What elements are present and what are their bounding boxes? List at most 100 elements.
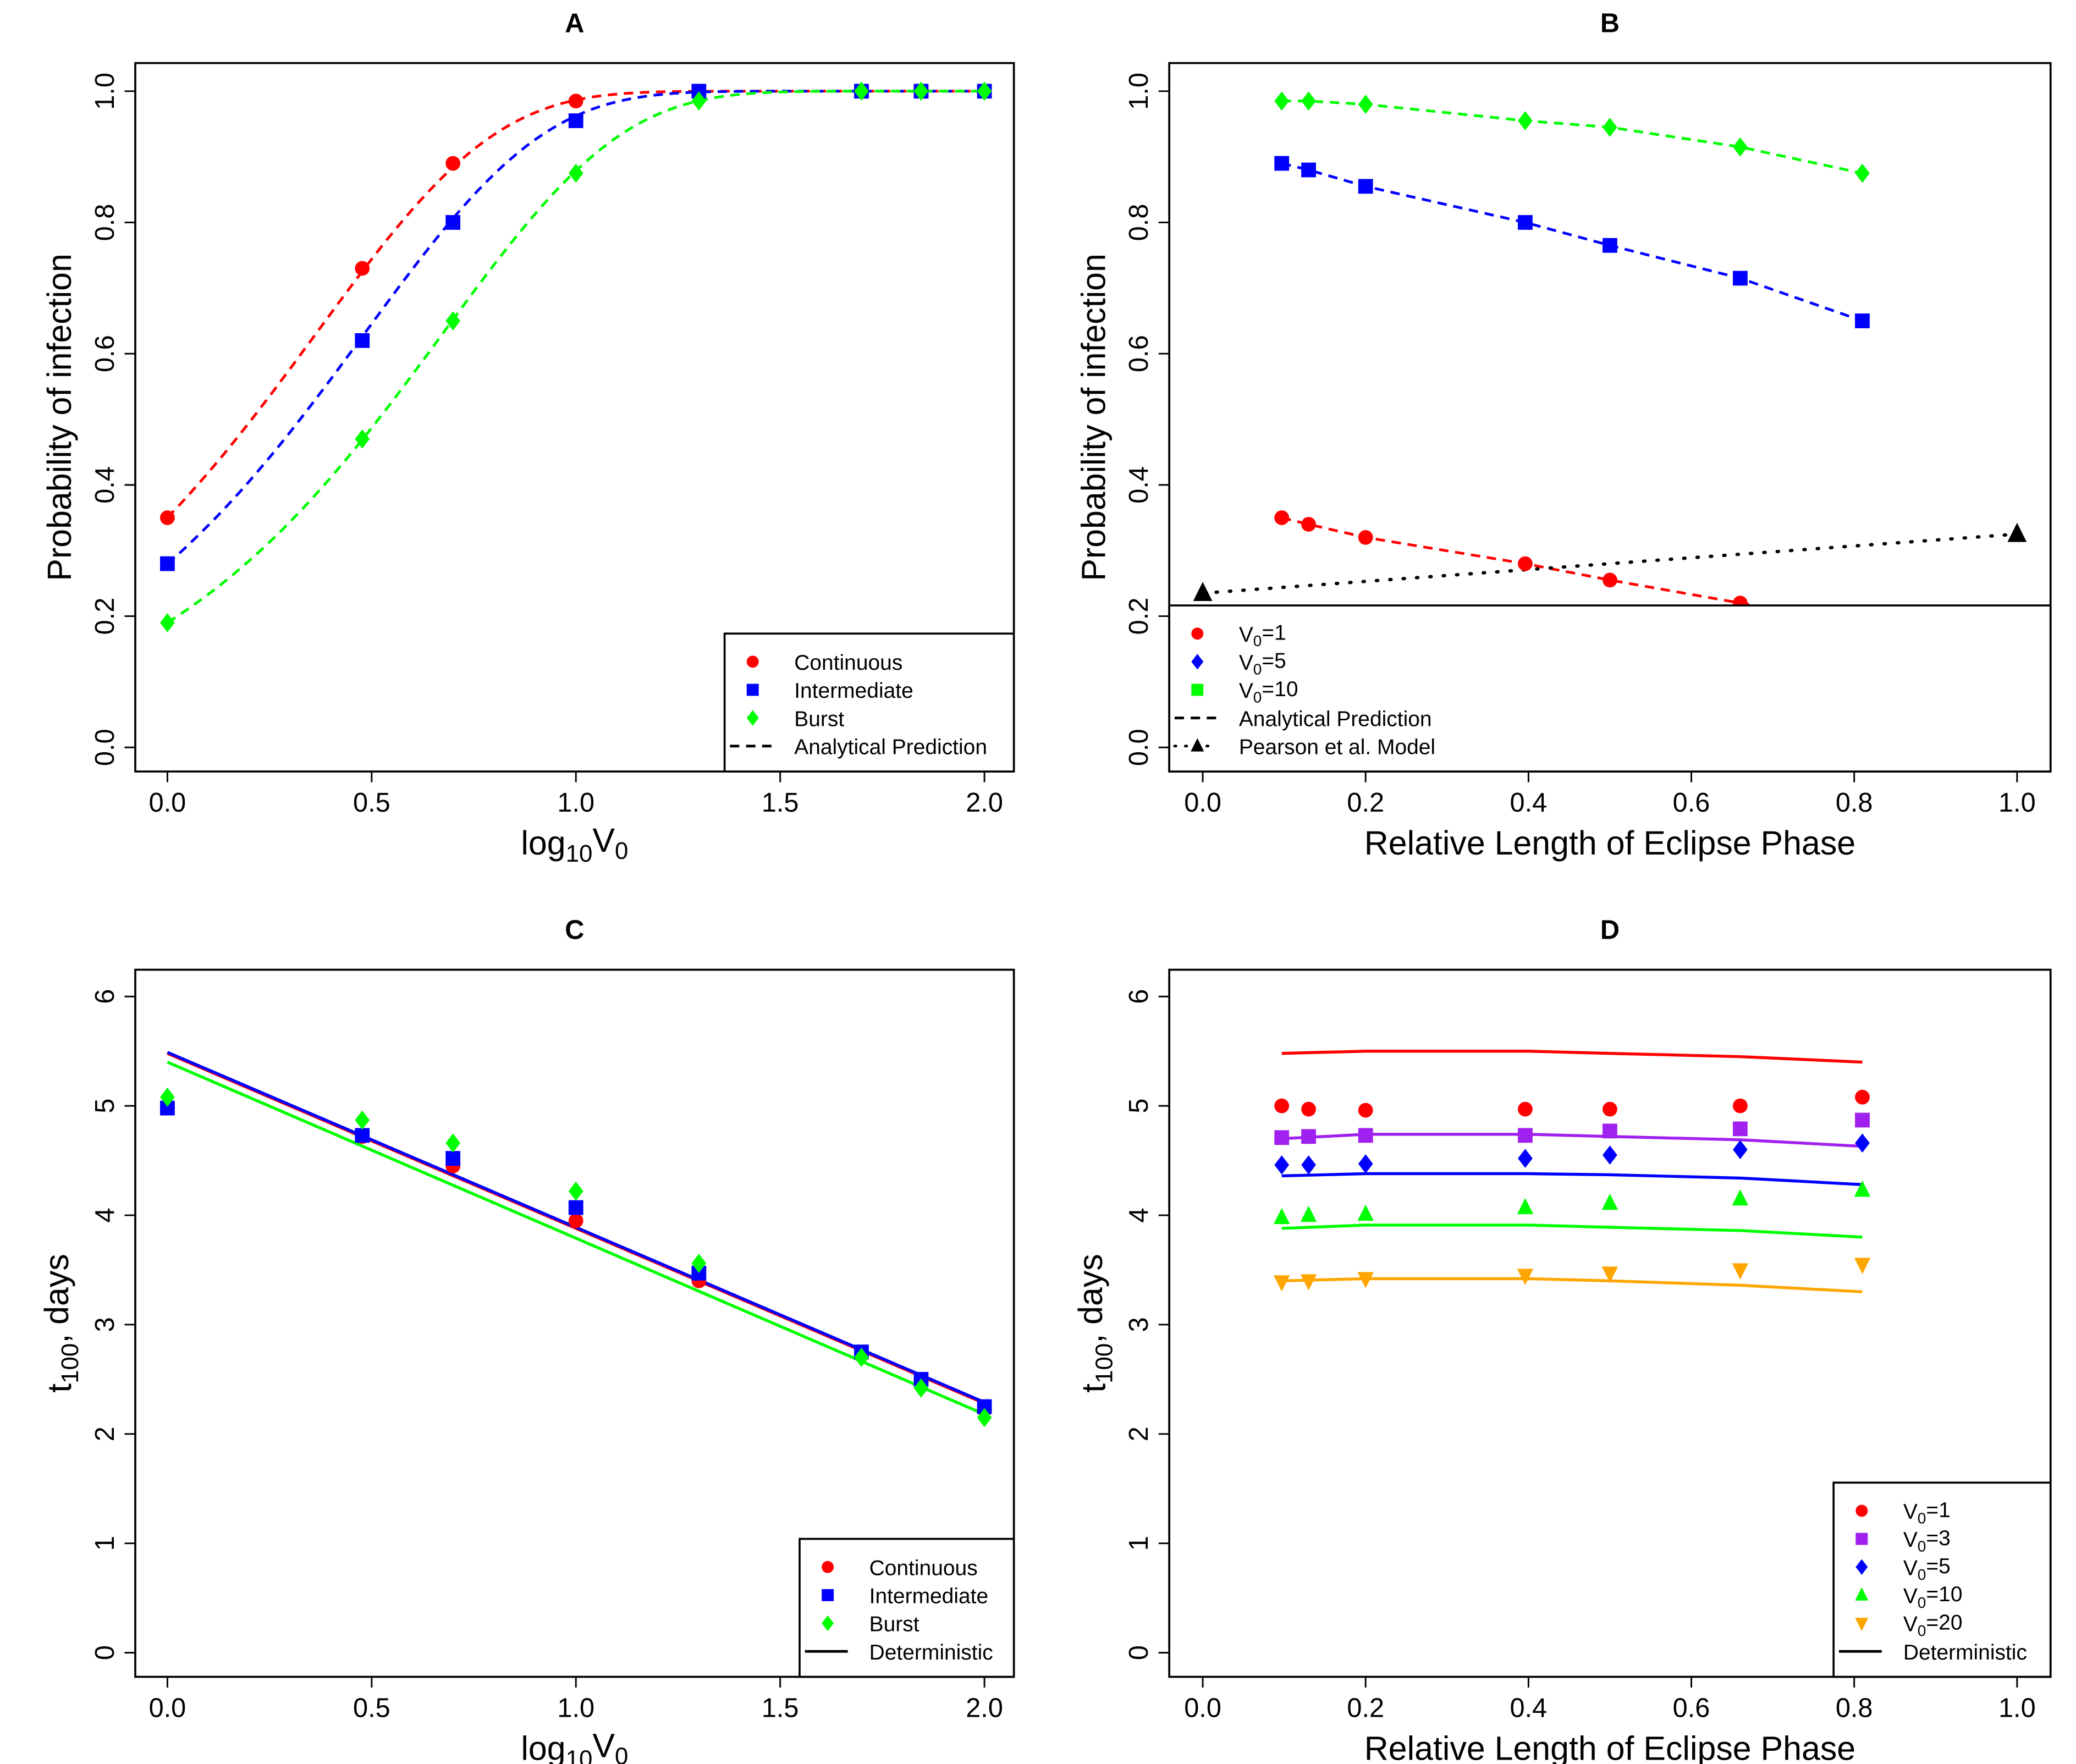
label-subscript: 10: [566, 1746, 593, 1764]
label-rest: =5: [1926, 1554, 1950, 1578]
data-point: [1518, 1101, 1533, 1117]
legend-entry: Pearson et al. Model: [1173, 735, 1435, 759]
y-tick-label: 1: [1124, 1536, 1154, 1551]
label-rest: =20: [1926, 1611, 1962, 1634]
data-point: [1518, 1128, 1533, 1143]
data-point: [160, 510, 175, 525]
legend-entry: Deterministic: [1838, 1641, 2027, 1664]
data-point: [1300, 1274, 1317, 1291]
data-point: [1518, 111, 1533, 130]
legend-label: V0=5: [1239, 649, 1286, 678]
y-tick-label: 1.0: [90, 73, 120, 110]
legend-label: Intermediate: [794, 679, 913, 703]
data-point: [1274, 1155, 1290, 1175]
data-point: [1603, 572, 1617, 588]
data-point: [1732, 1263, 1749, 1280]
x-tick-label: 0.0: [1184, 1694, 1221, 1723]
data-point: [1603, 118, 1617, 137]
x-tick-label: 1.0: [1998, 1694, 2036, 1723]
label-subscript: 100: [1091, 1343, 1117, 1383]
analytical-line: [1281, 100, 1863, 175]
y-tick-label: 0.6: [1124, 335, 1154, 372]
x-tick-label: 0.4: [1510, 1694, 1548, 1723]
data-point: [445, 1133, 461, 1153]
legend-entry: V0=5: [1191, 649, 1286, 678]
pearson-line: [1201, 532, 2019, 595]
label-base: log: [521, 824, 565, 862]
analytical-curve-continuous: [166, 90, 985, 519]
x-tick-label: 2.0: [966, 1694, 1003, 1723]
data-point: [568, 163, 583, 183]
label-subscript: 0: [1253, 689, 1262, 706]
legend-entry: Intermediate: [822, 1585, 988, 1608]
label-rest: =1: [1926, 1498, 1950, 1522]
legend-marker: [1191, 627, 1204, 640]
legend-entry: Intermediate: [746, 679, 913, 703]
y-tick-label: 1: [90, 1536, 120, 1551]
y-tick-label: 2: [90, 1426, 120, 1441]
y-tick-label: 0.4: [1124, 466, 1154, 504]
data-point: [568, 113, 583, 128]
x-axis-label: Relative Length of Eclipse Phase: [1364, 1729, 1855, 1764]
x-tick-label: 0.5: [353, 1694, 390, 1723]
label-subscript: 0: [1918, 1538, 1926, 1555]
deterministic-line: [1281, 1277, 1863, 1293]
legend-entry: V0=5: [1855, 1554, 1951, 1583]
data-point: [568, 93, 583, 109]
label-base: V: [1239, 623, 1253, 647]
label-base: log: [521, 1729, 565, 1764]
x-tick-label: 1.0: [1998, 788, 2036, 818]
label-subscript: 0: [615, 837, 628, 864]
x-axis-label: Relative Length of Eclipse Phase: [1364, 824, 1855, 862]
plot-frame: [134, 62, 1015, 773]
legend-marker: [1191, 683, 1204, 696]
y-tick-label: 5: [90, 1099, 120, 1113]
legend-label: Burst: [869, 1613, 919, 1636]
legend-entry: Continuous: [822, 1556, 978, 1580]
data-point: [1854, 1258, 1871, 1274]
label-base: V: [1903, 1528, 1918, 1552]
label-mid: V: [592, 1727, 615, 1764]
legend-marker: [1855, 1533, 1868, 1545]
plot-frame: [1168, 968, 2052, 1678]
deterministic-line: [1281, 1223, 1863, 1239]
data-point: [1273, 1208, 1290, 1225]
data-point: [1732, 271, 1748, 286]
data-point: [1358, 1128, 1373, 1143]
legend-entry: Analytical Prediction: [730, 735, 987, 759]
data-point: [1274, 91, 1290, 111]
data-point: [1358, 1154, 1373, 1173]
data-point: [977, 81, 992, 101]
data-point: [1274, 156, 1290, 171]
label-subscript: 0: [1918, 1622, 1926, 1639]
label-base: V: [1903, 1585, 1918, 1608]
label-rest: =10: [1926, 1583, 1962, 1606]
legend-marker: [1855, 1559, 1868, 1575]
data-point: [445, 311, 461, 330]
x-tick-label: 1.0: [557, 788, 594, 818]
data-point: [1274, 1130, 1290, 1145]
x-axis-label: log10V0: [521, 822, 628, 867]
label-base: t: [41, 1383, 78, 1393]
plot-frame: [134, 968, 1015, 1678]
x-tick-label: 0.0: [149, 788, 186, 818]
deterministic-line: [1281, 1050, 1863, 1064]
chart-title: B: [1600, 9, 1620, 38]
y-tick-label: 0: [1124, 1645, 1154, 1660]
data-point: [1301, 1129, 1316, 1144]
label-base: V: [1903, 1556, 1918, 1580]
data-point: [1855, 1133, 1870, 1153]
legend-marker: [822, 1615, 834, 1631]
y-tick-label: 0.2: [1124, 598, 1154, 635]
legend-label: Burst: [794, 707, 844, 731]
y-tick-label: 3: [1124, 1317, 1154, 1332]
legend-label: Deterministic: [869, 1641, 993, 1664]
x-tick-label: 2.0: [966, 788, 1003, 818]
legend-entry: V0=1: [1855, 1498, 1951, 1526]
data-point: [1603, 238, 1617, 253]
legend-entry: Deterministic: [805, 1641, 993, 1664]
y-tick-label: 0: [90, 1645, 120, 1660]
legend-label: V0=5: [1903, 1554, 1951, 1583]
